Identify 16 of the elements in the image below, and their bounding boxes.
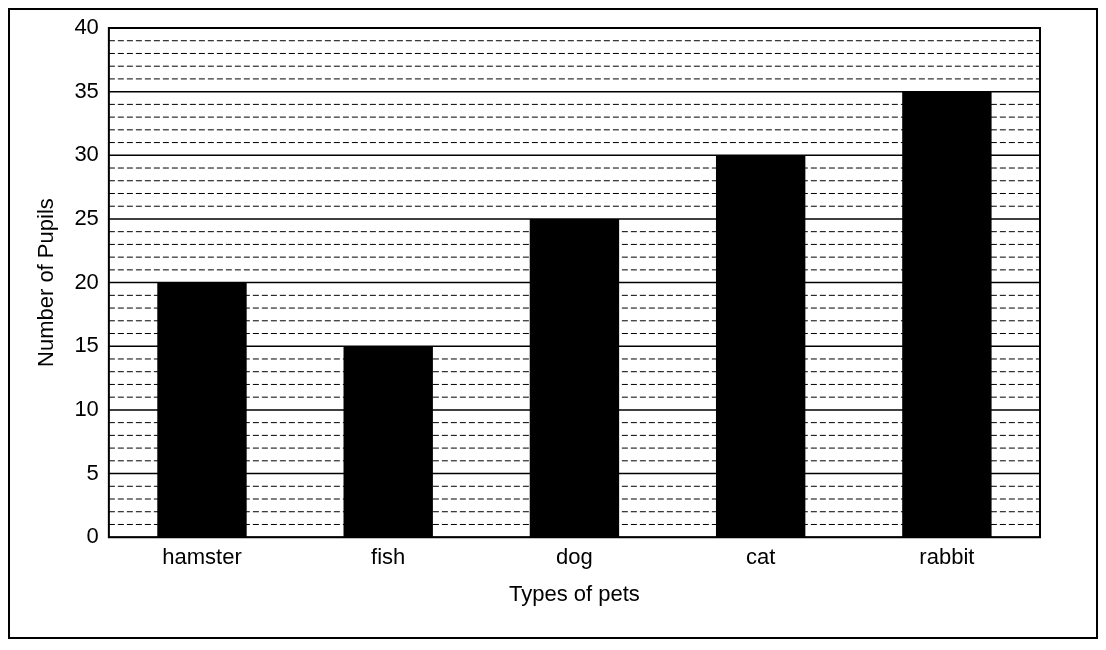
x-tick-label: cat: [745, 544, 776, 570]
x-tick-label: dog: [556, 544, 593, 570]
x-tick-label: fish: [371, 544, 406, 570]
x-tick-label: rabbit: [919, 544, 975, 570]
y-tick-label: 20: [74, 268, 99, 294]
y-tick-label: 15: [74, 332, 99, 358]
y-tick-label: 0: [86, 523, 99, 549]
x-tick-label: hamster: [162, 544, 242, 570]
y-tick-label: 25: [74, 205, 99, 231]
y-tick-label: 35: [74, 77, 99, 103]
y-axis-title: Number of Pupils: [33, 198, 59, 367]
y-tick-label: 40: [74, 14, 99, 40]
y-tick-label: 10: [74, 395, 99, 421]
y-tick-label: 5: [86, 459, 99, 485]
y-tick-label: 30: [74, 141, 99, 167]
x-axis-title: Types of pets: [509, 580, 640, 606]
